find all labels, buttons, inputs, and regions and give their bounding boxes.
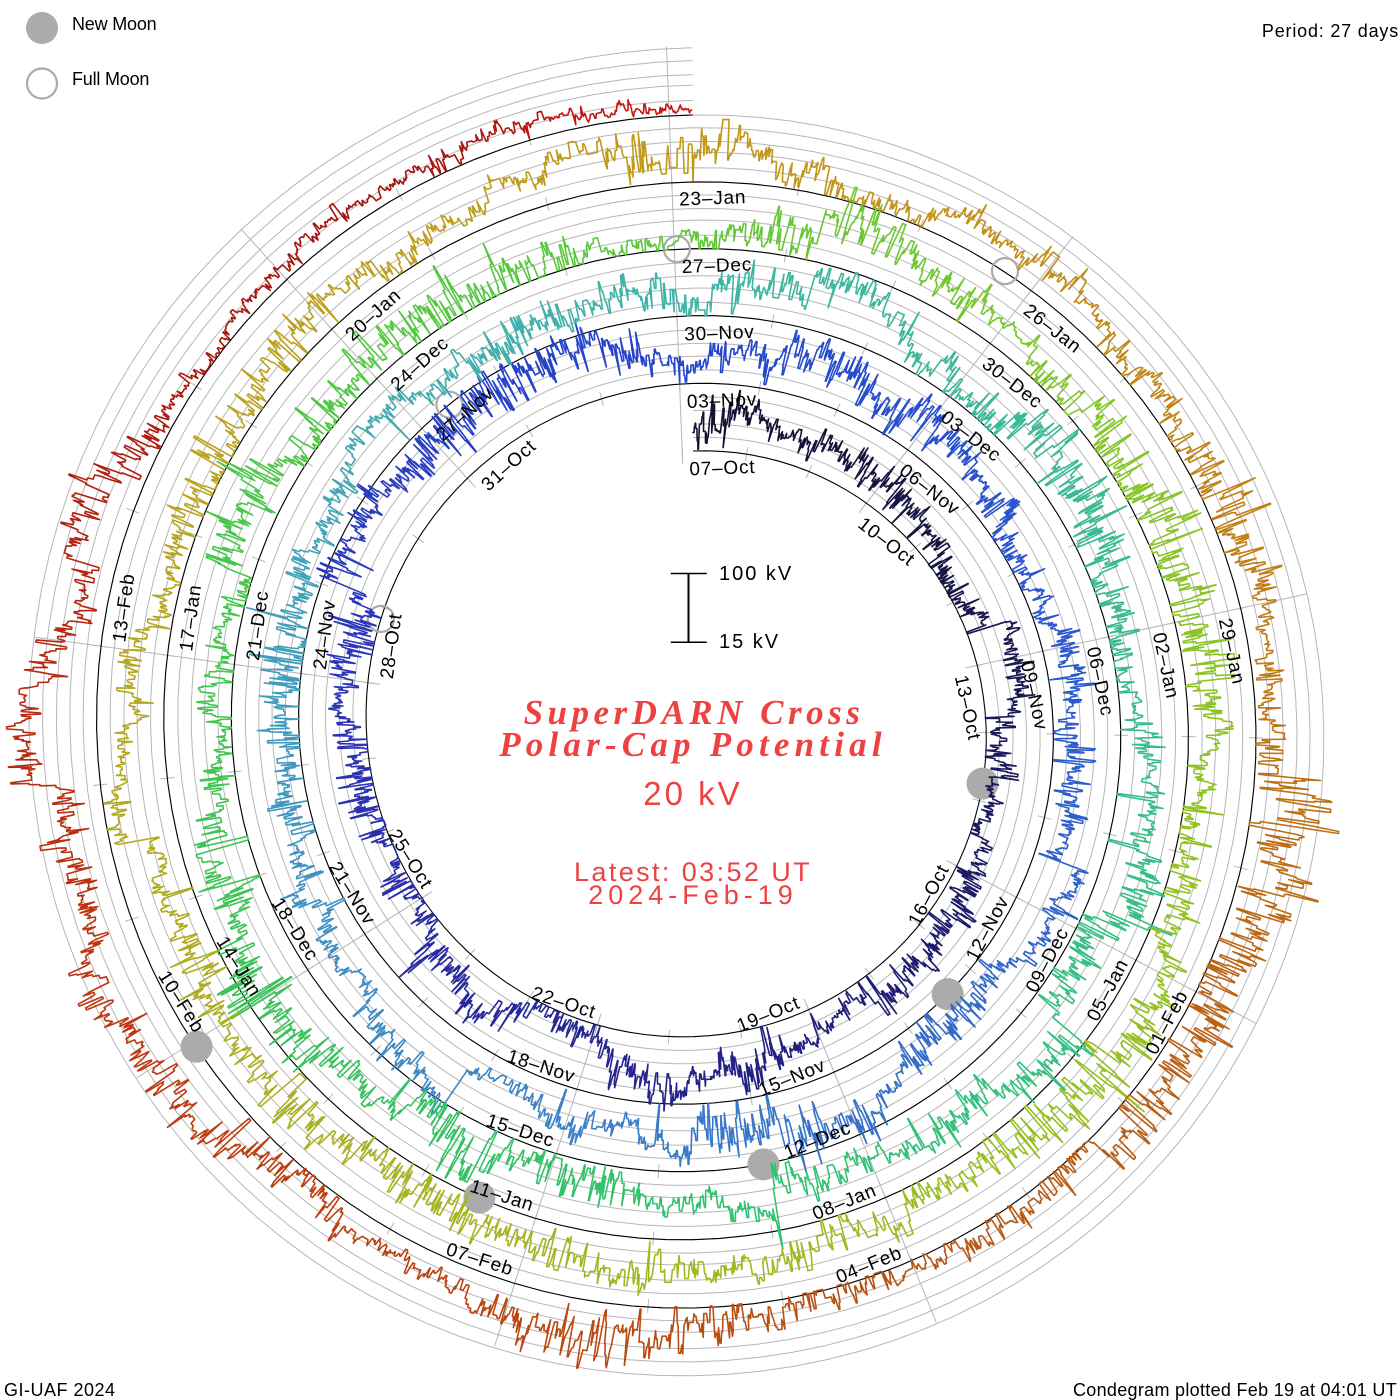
svg-text:GI-UAF 2024: GI-UAF 2024 [4, 1380, 116, 1400]
svg-text:New Moon: New Moon [72, 14, 156, 34]
svg-text:SuperDARN Cross: SuperDARN Cross [524, 693, 865, 732]
svg-text:07–Oct: 07–Oct [689, 457, 756, 481]
svg-text:2024-Feb-19: 2024-Feb-19 [588, 880, 798, 910]
svg-text:Latest: 03:52 UT: Latest: 03:52 UT [574, 857, 812, 887]
svg-text:100 kV: 100 kV [719, 563, 793, 585]
svg-text:Full Moon: Full Moon [72, 69, 149, 89]
svg-text:30–Nov: 30–Nov [684, 322, 755, 346]
svg-text:03–Nov: 03–Nov [686, 389, 757, 413]
svg-text:Polar-Cap Potential: Polar-Cap Potential [498, 725, 887, 764]
svg-text:Period: 27 days: Period: 27 days [1262, 21, 1399, 41]
svg-text:27–Dec: 27–Dec [681, 254, 752, 278]
svg-text:15 kV: 15 kV [719, 631, 780, 653]
svg-text:23–Jan: 23–Jan [679, 187, 747, 211]
svg-text:20 kV: 20 kV [643, 775, 742, 812]
svg-text:Condegram plotted Feb 19 at 04: Condegram plotted Feb 19 at 04:01 UT [1073, 1380, 1397, 1400]
